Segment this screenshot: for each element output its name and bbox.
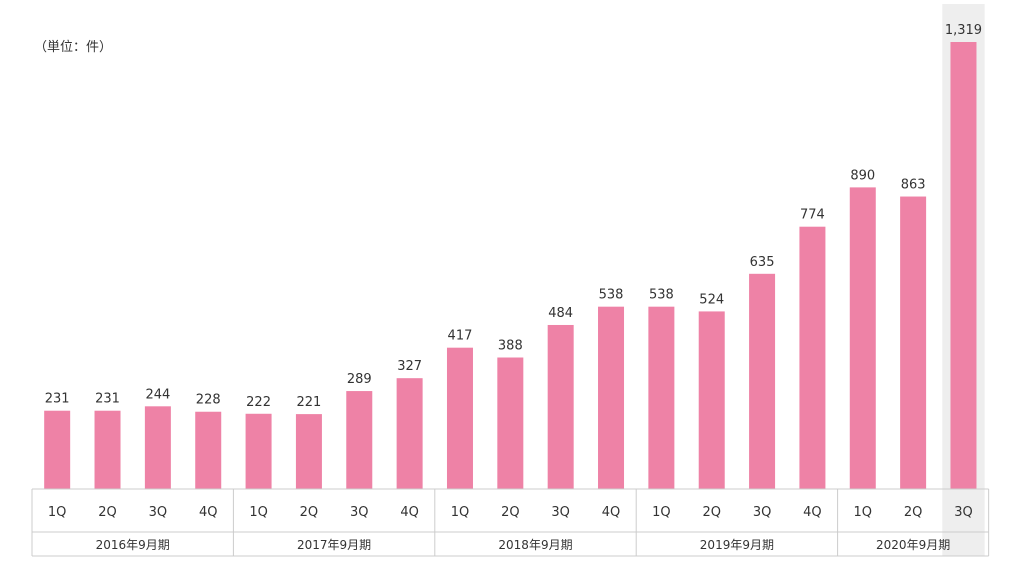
quarter-label: 3Q	[954, 505, 973, 520]
bar	[900, 196, 927, 489]
bar	[144, 406, 171, 489]
quarter-label: 1Q	[249, 505, 268, 520]
value-label: 388	[498, 339, 523, 354]
value-label: 228	[196, 393, 221, 408]
quarter-label: 1Q	[854, 505, 873, 520]
bar	[547, 324, 574, 489]
value-label: 222	[246, 395, 271, 410]
value-label: 538	[649, 288, 674, 303]
value-label: 417	[448, 329, 473, 344]
value-label: 244	[145, 387, 170, 402]
quarter-label: 2Q	[98, 505, 117, 520]
quarter-label: 2Q	[300, 505, 319, 520]
value-label: 289	[347, 372, 372, 387]
value-label: 774	[800, 208, 825, 223]
bar	[396, 378, 423, 489]
bar	[446, 347, 473, 489]
fiscal-year-label: 2016年9月期	[96, 538, 170, 552]
fiscal-year-label: 2017年9月期	[297, 538, 371, 552]
bar	[346, 391, 373, 489]
bar	[799, 226, 826, 489]
unit-label: （単位：件）	[34, 40, 113, 55]
quarter-label: 4Q	[199, 505, 218, 520]
quarter-label: 1Q	[451, 505, 470, 520]
bar	[849, 187, 876, 490]
bar	[44, 410, 71, 489]
bar	[94, 410, 121, 489]
fiscal-year-label: 2020年9月期	[876, 538, 950, 552]
bar	[295, 414, 322, 489]
quarter-label: 3Q	[753, 505, 772, 520]
quarter-label: 2Q	[904, 505, 923, 520]
value-label: 538	[599, 288, 624, 303]
value-label: 635	[750, 255, 775, 270]
value-label: 484	[548, 306, 573, 321]
bar	[497, 357, 524, 489]
quarter-label: 3Q	[551, 505, 570, 520]
bar	[648, 306, 675, 489]
quarter-label: 2Q	[501, 505, 520, 520]
fiscal-year-label: 2018年9月期	[498, 538, 572, 552]
value-label: 524	[699, 292, 724, 307]
bar	[749, 273, 776, 489]
value-label: 231	[95, 392, 120, 407]
bar	[195, 411, 222, 489]
value-label: 231	[45, 392, 70, 407]
quarter-label: 3Q	[149, 505, 168, 520]
quarter-label: 2Q	[702, 505, 721, 520]
value-label: 1,319	[945, 23, 982, 38]
value-label: 221	[297, 395, 322, 410]
quarter-label: 1Q	[652, 505, 671, 520]
value-label: 890	[850, 168, 875, 183]
quarter-label: 4Q	[602, 505, 621, 520]
fiscal-year-label: 2019年9月期	[700, 538, 774, 552]
quarter-label: 3Q	[350, 505, 369, 520]
value-label: 863	[901, 178, 926, 193]
bar	[598, 306, 625, 489]
quarter-label: 1Q	[48, 505, 67, 520]
bar	[245, 413, 272, 489]
value-label: 327	[397, 359, 422, 374]
quarter-label: 4Q	[400, 505, 419, 520]
bar	[698, 311, 725, 489]
bar	[950, 42, 977, 489]
quarter-label: 4Q	[803, 505, 822, 520]
